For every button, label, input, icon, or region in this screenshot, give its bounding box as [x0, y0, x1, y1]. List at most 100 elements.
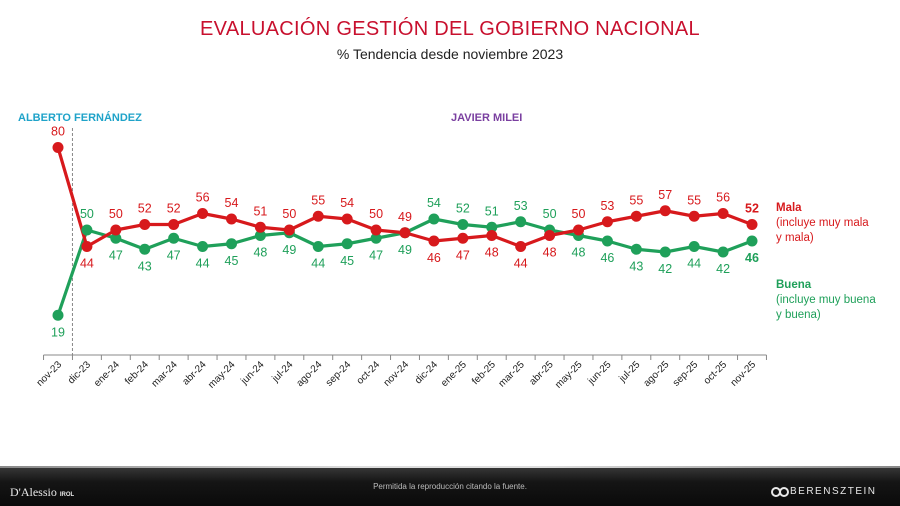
data-point-mala: [81, 241, 93, 252]
data-point-mala: [515, 241, 527, 252]
data-label-buena: 44: [196, 257, 210, 271]
data-point-mala: [341, 213, 353, 225]
data-point-mala: [428, 235, 440, 247]
data-point-buena: [515, 216, 527, 228]
data-label-mala: 57: [658, 188, 672, 202]
x-tick-label: sep-25: [671, 359, 701, 389]
data-point-mala: [312, 210, 324, 222]
data-label-buena: 52: [456, 202, 470, 216]
x-tick-label: may-24: [206, 359, 238, 391]
data-label-mala: 49: [398, 210, 412, 224]
data-point-buena: [341, 238, 353, 250]
data-label-buena: 51: [485, 204, 499, 218]
x-tick-label: feb-25: [470, 359, 498, 387]
data-point-mala: [52, 142, 64, 153]
data-point-mala: [746, 219, 758, 230]
data-label-mala: 48: [485, 246, 499, 260]
data-point-buena: [254, 230, 266, 241]
data-point-buena: [601, 235, 613, 247]
data-label-buena: 48: [253, 246, 267, 260]
x-tick-label: abr-25: [527, 359, 556, 388]
data-label-mala: 47: [456, 248, 470, 262]
data-point-buena: [197, 241, 209, 252]
data-label-mala: 55: [629, 193, 643, 207]
dalessio-logo-text: D'Alessio: [10, 485, 57, 499]
data-label-buena: 47: [369, 248, 383, 262]
data-point-buena: [226, 238, 237, 250]
data-point-buena: [110, 232, 122, 244]
x-tick-label: dic-23: [66, 359, 93, 386]
data-point-buena: [688, 241, 700, 252]
data-label-mala: 48: [543, 246, 557, 260]
legend-mala-desc-2: y mala): [776, 232, 814, 244]
chart-title: EVALUACIÓN GESTIÓN DEL GOBIERNO NACIONAL: [200, 18, 700, 40]
data-label-mala: 50: [282, 207, 296, 221]
chart-subtitle: % Tendencia desde noviembre 2023: [336, 46, 564, 62]
x-tick-label: ene-24: [92, 359, 122, 389]
data-label-mala: 54: [340, 196, 354, 210]
data-label-buena: 47: [167, 248, 181, 262]
data-point-mala: [254, 221, 266, 233]
data-point-mala: [659, 205, 671, 217]
data-point-mala: [688, 210, 700, 222]
data-point-mala: [544, 230, 556, 241]
data-point-buena: [168, 232, 180, 244]
berensztein-logo: BERENSZTEIN: [790, 486, 877, 497]
data-label-buena: 19: [51, 325, 65, 339]
data-label-mala: 55: [311, 193, 325, 207]
data-label-mala: 52: [745, 202, 759, 216]
data-label-buena: 45: [340, 254, 354, 268]
data-label-mala: 44: [514, 257, 528, 271]
data-point-buena: [370, 232, 382, 244]
x-tick-label: feb-24: [123, 359, 151, 387]
data-point-buena: [746, 235, 758, 247]
data-point-mala: [717, 208, 729, 219]
data-point-buena: [428, 213, 440, 225]
data-point-mala: [197, 208, 209, 219]
footer-bar: [0, 466, 900, 506]
data-point-buena: [659, 246, 671, 258]
data-label-buena: 44: [311, 257, 325, 271]
data-point-buena: [717, 246, 729, 258]
berensztein-logo-icon: [771, 487, 789, 497]
x-tick-label: ago-24: [295, 359, 325, 389]
x-tick-label: ago-25: [642, 359, 672, 389]
data-point-mala: [630, 210, 642, 222]
data-label-mala: 50: [109, 207, 123, 221]
data-point-mala: [457, 232, 469, 244]
data-label-buena: 44: [687, 257, 701, 271]
x-tick-label: nov-24: [382, 359, 412, 389]
x-tick-label: nov-25: [729, 359, 759, 389]
data-label-mala: 80: [51, 125, 65, 139]
data-label-buena: 53: [514, 199, 528, 213]
data-label-buena: 46: [600, 251, 614, 265]
x-tick-label: oct-25: [702, 359, 730, 387]
data-label-buena: 49: [398, 243, 412, 257]
data-point-buena: [630, 243, 642, 255]
data-label-mala: 52: [138, 202, 152, 216]
legend-buena-desc-1: (incluye muy buena: [776, 294, 876, 306]
data-point-mala: [573, 224, 584, 236]
data-point-buena: [139, 243, 151, 255]
x-tick-label: may-25: [553, 359, 585, 391]
data-point-mala: [399, 227, 411, 239]
data-label-buena: 50: [543, 207, 557, 221]
data-label-buena: 48: [572, 246, 586, 260]
data-label-buena: 46: [745, 251, 759, 265]
data-label-mala: 55: [687, 193, 701, 207]
dalessio-logo-sub: IROL: [59, 492, 75, 498]
data-label-mala: 54: [225, 196, 239, 210]
x-tick-label: abr-24: [180, 359, 209, 388]
x-tick-label: oct-24: [355, 359, 383, 387]
footer-divider: [0, 466, 900, 468]
footer-note: Permitida la reproducción citando la fue…: [373, 482, 527, 491]
data-point-mala: [139, 219, 151, 230]
x-tick-label: jun-24: [238, 359, 266, 387]
data-label-buena: 49: [282, 243, 296, 257]
x-tick-label: jul-25: [617, 359, 643, 385]
data-label-buena: 43: [138, 259, 152, 273]
data-label-mala: 52: [167, 202, 181, 216]
data-label-mala: 46: [427, 251, 441, 265]
data-label-buena: 47: [109, 248, 123, 262]
